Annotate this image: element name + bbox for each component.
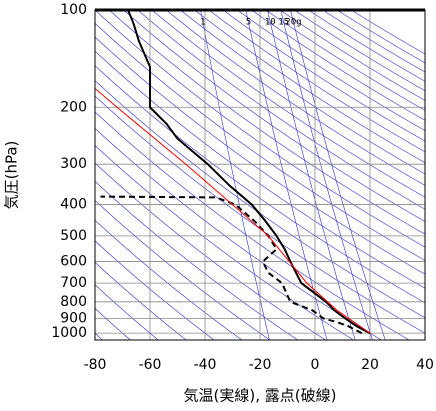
x-tick-label: 0 [311,357,320,373]
y-tick-label: 500 [60,228,87,244]
y-tick-label: 600 [60,253,87,269]
mixing-ratio-label: 10 [265,18,276,28]
y-tick-label: 300 [60,156,87,172]
dry-adiabat [95,36,425,275]
dry-adiabat [265,10,425,111]
dry-adiabat [180,10,425,175]
dry-adiabat [123,10,425,222]
dry-adiabat [95,219,243,340]
x-axis-label: 気温(実線), 露点(破線) [184,387,337,405]
y-tick-label: 100 [60,2,87,18]
x-tick-label: 20 [361,357,379,373]
dry-adiabat [95,162,326,340]
profile-line [100,195,363,335]
dry-adiabat [208,10,425,153]
dry-adiabat [95,80,425,319]
y-tick-label: 900 [60,310,87,326]
mixing-ratio-line [245,10,328,340]
y-axis-label: 気圧(hPa) [3,141,21,210]
dry-adiabat [237,10,425,131]
mixing-ratio-line [200,10,270,340]
dry-adiabat [308,10,425,82]
dry-adiabat [166,10,425,186]
dry-adiabat [95,111,410,340]
dry-adiabat [109,10,425,235]
x-tick-label: 40 [416,357,434,373]
dry-adiabat [351,10,425,55]
dry-adiabat [279,10,425,101]
dry-adiabat [194,10,425,164]
profile-line [127,10,371,335]
plot-background [95,10,425,340]
x-tick-label: -40 [194,357,217,373]
dry-adiabat [137,10,425,210]
dry-adiabat [294,10,425,92]
mixing-ratio-line [280,10,373,340]
dry-adiabat [95,95,425,334]
dry-adiabat [95,199,270,340]
dry-adiabat [95,180,298,340]
mixing-ratio-label: 20g [285,18,301,28]
dry-adiabat [95,10,425,248]
dry-adiabat [222,10,425,142]
mixing-ratio-line [267,10,356,340]
x-tick-label: -20 [249,357,272,373]
dry-adiabat [251,10,425,121]
dry-adiabat [95,22,425,261]
dry-adiabat [322,10,425,73]
dry-adiabat [95,128,382,340]
x-tick-label: -80 [84,357,107,373]
profile-line [95,88,371,334]
dry-adiabat [151,10,425,198]
y-tick-label: 200 [60,99,87,115]
x-tick-label: -60 [139,357,162,373]
mixing-ratio-line [290,10,386,340]
dry-adiabat [95,145,354,340]
plot-foreground [95,10,371,335]
y-tick-label: 800 [60,294,87,310]
dry-adiabat [95,65,425,304]
dry-adiabat [95,240,215,340]
mixing-ratio-label: 15 [278,18,289,28]
dry-adiabat [95,50,425,289]
mixing-ratio-label: 5 [246,18,251,28]
y-tick-label: 400 [60,197,87,213]
y-tick-label: 700 [60,275,87,291]
mixing-ratio-label: 1 [200,18,205,28]
y-tick-label: 1000 [51,325,87,341]
dry-adiabat [95,261,187,340]
